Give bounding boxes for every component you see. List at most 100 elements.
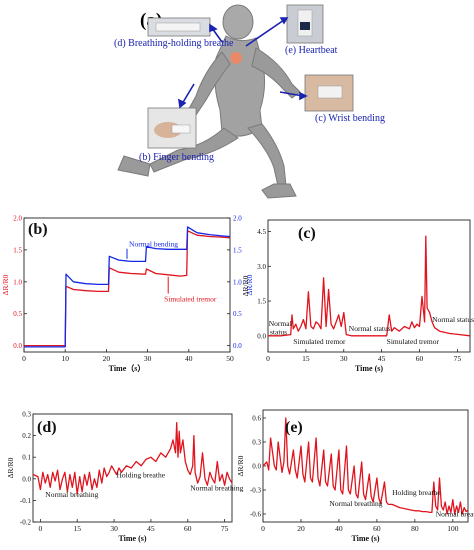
annotation-0: Normal — [269, 319, 292, 328]
x-axis-label: Time (s) — [355, 364, 383, 373]
x-tick-label: 30 — [340, 354, 348, 363]
y-tick-label: 4.5 — [257, 228, 266, 236]
annotation-0: Normal breathing — [45, 490, 98, 499]
y-axis-label: ΔR/R0 — [236, 455, 245, 476]
annotation-1: Simulated tremor — [164, 295, 217, 304]
y-right-tick-label: 1.0 — [233, 278, 242, 286]
y-tick-label: 3.0 — [257, 263, 266, 271]
annotation-3: Normal status — [349, 324, 391, 333]
y-tick-label: 0.0 — [252, 463, 261, 471]
callout-finger: (b) Finger bending — [139, 152, 214, 163]
panel-label-b: (b) — [28, 221, 48, 238]
annotation-0: Normal bending — [129, 240, 178, 249]
annotation-5: Normal status — [432, 315, 474, 324]
photo-heart — [286, 4, 324, 44]
y-tick-label: 2.0 — [13, 215, 22, 223]
panel-label-c: (c) — [298, 225, 316, 242]
x-tick-label: 30 — [110, 524, 118, 533]
plot-frame — [267, 219, 471, 353]
y-tick-label: 0.0 — [257, 332, 266, 340]
photo-wrist — [304, 74, 354, 112]
x-axis-label: Time (s) — [351, 534, 379, 543]
x-tick-label: 50 — [226, 354, 234, 363]
y-tick-label: -0.6 — [250, 511, 262, 519]
x-tick-label: 0 — [261, 524, 265, 533]
y-tick-label: 0.6 — [252, 415, 261, 423]
callout-heart: (e) Heartbeat — [285, 45, 338, 56]
y-right-tick-label: 2.0 — [233, 215, 242, 223]
x-tick-label: 75 — [454, 354, 462, 363]
x-tick-label: 60 — [184, 524, 192, 533]
y-tick-label: 0.0 — [13, 342, 22, 350]
panel-a-illustration: (a) — [114, 4, 385, 199]
annotation-2: Normal breathing — [190, 484, 243, 493]
y-axis-label: ΔR/R0 — [6, 457, 15, 478]
y-tick-label: -0.1 — [20, 497, 32, 505]
y-right-tick-label: 0.0 — [233, 342, 242, 350]
annotation-2: Normal breathing — [436, 509, 474, 518]
chart-e: 0 20 40 60 80 100 -0.6 -0.3 0.0 0.3 0.6 Time (s) ΔR/… — [236, 409, 474, 543]
annotation-1: Holding breathe — [117, 471, 166, 480]
panel-label-d: (d) — [37, 419, 57, 436]
y-tick-label: 0.1 — [22, 454, 31, 462]
y-tick-label: 1.5 — [13, 246, 22, 254]
x-tick-label: 40 — [185, 354, 193, 363]
chart-d: 0 15 30 45 60 75 -0.2 -0.1 0.0 0.1 0.2 0.3 Time (s) Δ… — [6, 411, 244, 544]
series-line-1 — [24, 226, 231, 348]
x-tick-label: 20 — [103, 354, 111, 363]
series-line-0 — [262, 417, 469, 515]
series-line-0 — [24, 230, 231, 347]
chart-c: 0 15 30 45 60 75 0.0 1.5 3.0 4.5 Time (s) ΔR/R0 Norm… — [241, 219, 474, 373]
x-tick-label: 0 — [38, 524, 42, 533]
callout-arrows — [177, 17, 308, 109]
y-axis-label: ΔR/R0 — [1, 274, 10, 295]
x-tick-label: 45 — [147, 524, 155, 533]
photo-finger — [147, 107, 197, 149]
plot-frame — [32, 413, 233, 523]
heart-marker — [230, 52, 242, 64]
y-tick-label: -0.3 — [250, 487, 262, 495]
y-tick-label: -0.2 — [20, 519, 32, 527]
y-right-tick-label: 1.5 — [233, 246, 242, 254]
y-tick-label: 1.5 — [257, 298, 266, 306]
y-tick-label: 0.3 — [252, 439, 261, 447]
x-tick-label: 100 — [447, 524, 459, 533]
x-tick-label: 60 — [416, 354, 424, 363]
chart-b: 0 10 20 30 40 50 0.0 0.5 1.0 1.5 2.0 0.0 0.5 1.0 1.5 2.… — [1, 215, 254, 374]
x-tick-label: 10 — [61, 354, 69, 363]
x-tick-label: 15 — [73, 524, 81, 533]
panel-label-e: (e) — [285, 419, 303, 436]
x-axis-label: Time（s） — [109, 363, 146, 373]
runner-figure — [117, 4, 301, 199]
x-tick-label: 60 — [373, 524, 381, 533]
y-tick-label: 0.3 — [22, 411, 31, 419]
annotation-4: Simulated tremor — [387, 337, 440, 346]
x-tick-label: 75 — [221, 524, 229, 533]
photo-breath — [147, 17, 211, 37]
plot-frame — [23, 217, 231, 353]
callout-breath: (d) Breathing-holding breathe — [114, 38, 234, 49]
x-tick-label: 0 — [266, 354, 270, 363]
y-tick-label: 0.0 — [22, 475, 31, 483]
callout-wrist: (c) Wrist bending — [315, 113, 385, 124]
x-tick-label: 80 — [411, 524, 419, 533]
x-tick-label: 30 — [144, 354, 152, 363]
y-axis-label: ΔR/R0 — [241, 275, 250, 296]
x-tick-label: 15 — [302, 354, 310, 363]
x-tick-label: 0 — [22, 354, 26, 363]
x-tick-label: 20 — [297, 524, 305, 533]
series-line-0 — [32, 421, 233, 495]
annotation-1: status — [270, 328, 287, 337]
x-tick-label: 40 — [335, 524, 343, 533]
y-right-axis-label: ΔR/R0 — [245, 274, 254, 295]
y-tick-label: 0.2 — [22, 432, 31, 440]
y-tick-label: 1.0 — [13, 278, 22, 286]
series-line-0 — [268, 235, 471, 337]
annotation-1: Normal breathing — [329, 499, 382, 508]
annotation-0: Holding breathe — [392, 488, 441, 497]
x-tick-label: 45 — [378, 354, 386, 363]
y-tick-label: 0.5 — [13, 310, 22, 318]
y-right-tick-label: 0.5 — [233, 310, 242, 318]
annotation-2: Simulated tremor — [293, 337, 346, 346]
